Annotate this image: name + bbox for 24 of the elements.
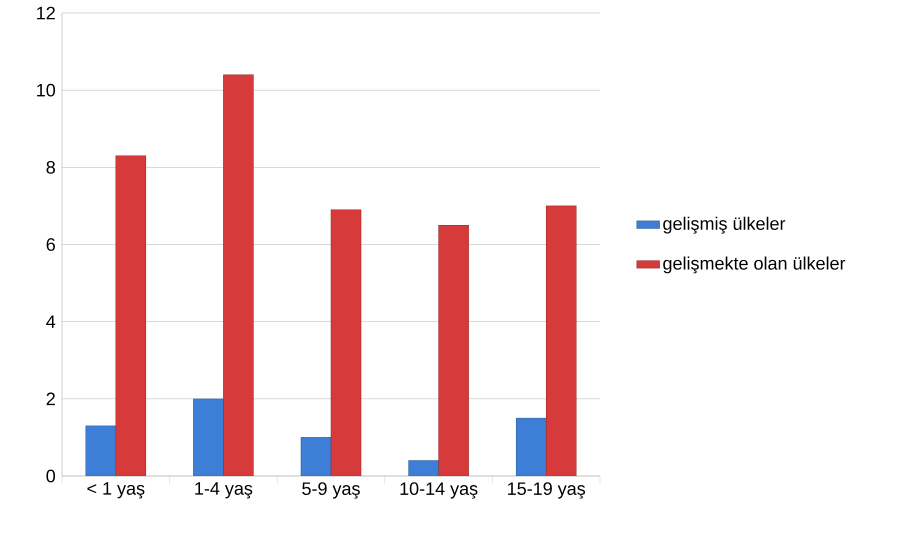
bar	[546, 206, 576, 476]
y-tick-label: 8	[46, 160, 55, 174]
y-tick-label: 0	[46, 470, 56, 482]
x-tick-label: < 1 yaş	[87, 482, 144, 498]
y-tick-label: 12	[37, 6, 55, 20]
x-tick-label: 5-9 yaş	[302, 482, 360, 499]
y-tick-label: 10	[37, 84, 56, 97]
x-tick-label: 1-4 yaş	[195, 482, 252, 498]
legend-label: gelişmiş ülkeler	[663, 216, 786, 234]
bar	[86, 426, 116, 476]
bar	[223, 74, 254, 476]
y-tick-label: 4	[46, 315, 56, 328]
bar	[116, 155, 146, 476]
y-tick-label: 6	[46, 238, 55, 251]
bar	[408, 460, 439, 476]
y-tick-label: 2	[46, 392, 55, 406]
bar	[300, 437, 332, 476]
bar	[516, 418, 546, 476]
bar	[438, 224, 469, 476]
x-tick-label: 15-19 yaş	[508, 482, 586, 499]
bar	[330, 210, 362, 476]
bar	[193, 398, 224, 476]
legend-label: gelişmekte olan ülkeler	[663, 256, 846, 274]
x-tick-label: 10-14 yaş	[400, 482, 478, 499]
